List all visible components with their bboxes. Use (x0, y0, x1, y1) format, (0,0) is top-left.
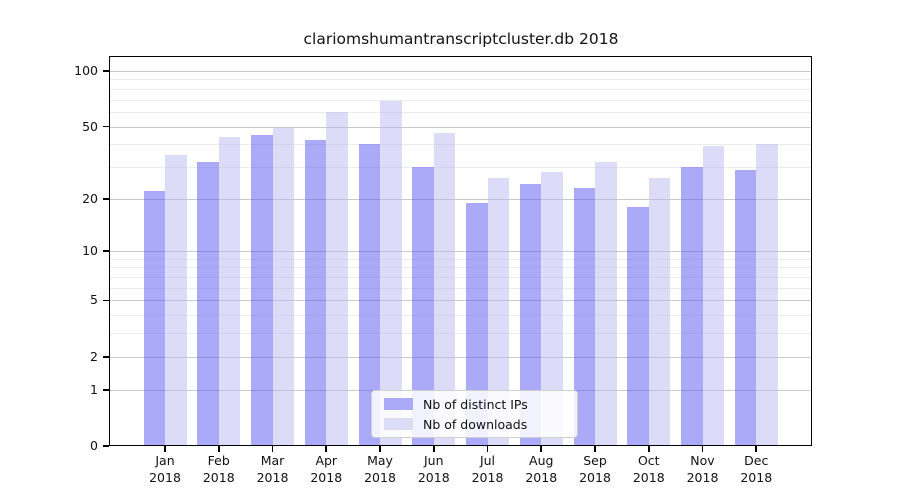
x-tick-mark (325, 446, 328, 452)
bar-downloads-jan (165, 154, 187, 446)
x-tick-label: Nov 2018 (686, 453, 719, 485)
minor-gridline (110, 88, 812, 90)
bar-distinct-ips-feb (197, 161, 219, 446)
minor-gridline (110, 111, 812, 113)
x-tick-mark (486, 446, 489, 452)
bar-downloads-sep (595, 161, 617, 446)
bar-downloads-jul (487, 178, 509, 446)
x-tick-label: Jan 2018 (149, 453, 181, 485)
x-tick-label: Jul 2018 (471, 453, 504, 485)
x-tick-label: Oct 2018 (632, 453, 665, 485)
y-tick-label: 10 (82, 243, 98, 259)
legend-item-downloads: Nb of downloads (384, 414, 568, 434)
chart-title: clariomshumantranscriptcluster.db 2018 (303, 30, 619, 48)
bar-distinct-ips-nov (681, 166, 703, 446)
y-tick-label: 1 (90, 381, 98, 397)
y-tick-mark (103, 250, 109, 253)
x-tick-mark (271, 446, 274, 452)
bar-downloads-apr (326, 111, 348, 446)
x-tick-mark (647, 446, 650, 452)
y-tick-mark (103, 388, 109, 391)
bar-distinct-ips-mar (251, 134, 273, 446)
bar-distinct-ips-aug (519, 184, 542, 446)
major-gridline (110, 70, 812, 72)
bar-downloads-may (380, 100, 402, 446)
major-gridline (110, 300, 812, 302)
legend: Nb of distinct IPs Nb of downloads (371, 390, 578, 438)
bar-distinct-ips-jun (412, 166, 434, 446)
downloads-swatch-icon (384, 418, 413, 430)
y-tick-label: 20 (82, 190, 98, 206)
y-tick-label: 0 (90, 438, 98, 453)
y-tick-mark (103, 197, 109, 200)
bar-distinct-ips-jan (143, 191, 165, 446)
bar-distinct-ips-sep (573, 187, 595, 446)
x-tick-label: Aug 2018 (525, 453, 558, 485)
y-tick-label: 100 (74, 62, 98, 78)
y-tick-mark (103, 70, 109, 72)
minor-gridline (110, 287, 812, 289)
minor-gridline (110, 79, 812, 81)
major-gridline (110, 251, 812, 253)
x-tick-label: Sep 2018 (579, 453, 611, 485)
bar-distinct-ips-apr (304, 140, 327, 446)
x-tick-mark (379, 446, 381, 452)
minor-gridline (110, 258, 812, 260)
bar-downloads-mar (272, 128, 294, 446)
major-gridline (110, 198, 812, 200)
x-tick-label: Jun 2018 (417, 453, 450, 485)
x-tick-label: May 2018 (364, 453, 396, 485)
minor-gridline (110, 144, 812, 146)
major-gridline (110, 356, 812, 358)
major-gridline (110, 126, 812, 128)
bar-distinct-ips-dec (734, 169, 757, 446)
x-tick-mark (217, 446, 220, 452)
y-tick-mark (103, 445, 109, 447)
y-tick-mark (103, 125, 109, 128)
x-tick-label: Apr 2018 (310, 453, 343, 485)
bar-downloads-oct (648, 178, 671, 446)
minor-gridline (110, 315, 812, 317)
bar-distinct-ips-may (358, 144, 380, 446)
bar-downloads-feb (218, 136, 241, 446)
bar-distinct-ips-oct (627, 206, 649, 446)
x-tick-mark (432, 446, 435, 452)
bar-downloads-aug (541, 172, 563, 446)
minor-gridline (110, 267, 812, 269)
minor-gridline (110, 99, 812, 101)
x-tick-label: Dec 2018 (740, 453, 773, 485)
bar-downloads-nov (702, 146, 724, 446)
y-tick-mark (103, 299, 109, 302)
y-tick-label: 2 (90, 348, 98, 364)
legend-item-distinct-ips: Nb of distinct IPs (384, 394, 568, 414)
x-tick-mark (164, 446, 166, 452)
y-tick-label: 50 (82, 118, 98, 134)
legend-label: Nb of distinct IPs (423, 396, 528, 412)
minor-gridline (110, 333, 812, 335)
x-tick-label: Feb 2018 (202, 453, 235, 485)
minor-gridline (110, 277, 812, 279)
bar-downloads-jun (433, 133, 456, 446)
x-tick-mark (701, 446, 704, 452)
x-tick-mark (594, 446, 596, 452)
y-tick-label: 5 (90, 292, 98, 308)
x-tick-mark (540, 446, 543, 452)
x-tick-label: Mar 2018 (256, 453, 289, 485)
minor-gridline (110, 166, 812, 168)
y-tick-mark (103, 355, 109, 358)
distinct-ips-swatch-icon (384, 398, 413, 410)
legend-label: Nb of downloads (423, 416, 528, 432)
bar-distinct-ips-jul (466, 202, 488, 446)
bar-downloads-dec (756, 144, 778, 446)
x-tick-mark (755, 446, 758, 452)
